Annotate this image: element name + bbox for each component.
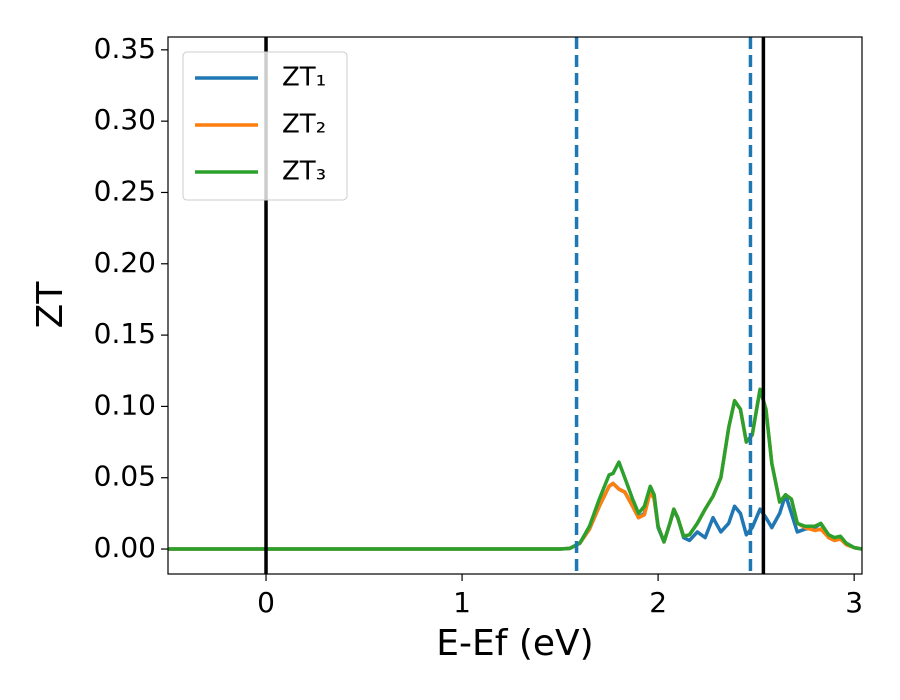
y-tick-label: 0.30 [94, 103, 156, 136]
legend-box [182, 51, 348, 201]
y-tick-label: 0.05 [94, 460, 156, 493]
legend-label: ZT₂ [282, 110, 326, 140]
x-tick-label: 0 [257, 586, 275, 619]
x-tick-label: 3 [845, 586, 863, 619]
y-tick-label: 0.25 [94, 174, 156, 207]
legend-label: ZT₁ [282, 63, 326, 93]
y-tick-label: 0.15 [94, 317, 156, 350]
x-axis-label: E-Ef (eV) [436, 623, 593, 664]
plot-frame [167, 36, 863, 575]
x-tick-label: 2 [649, 586, 667, 619]
y-tick-label: 0.35 [94, 32, 156, 65]
y-tick-label: 0.00 [94, 531, 156, 564]
y-tick-label: 0.20 [94, 246, 156, 279]
x-tick-label: 1 [453, 586, 471, 619]
line-series [168, 387, 862, 551]
legend-label: ZT₃ [282, 157, 326, 187]
y-axis-label: ZT [30, 281, 71, 329]
y-tick-label: 0.10 [94, 388, 156, 421]
